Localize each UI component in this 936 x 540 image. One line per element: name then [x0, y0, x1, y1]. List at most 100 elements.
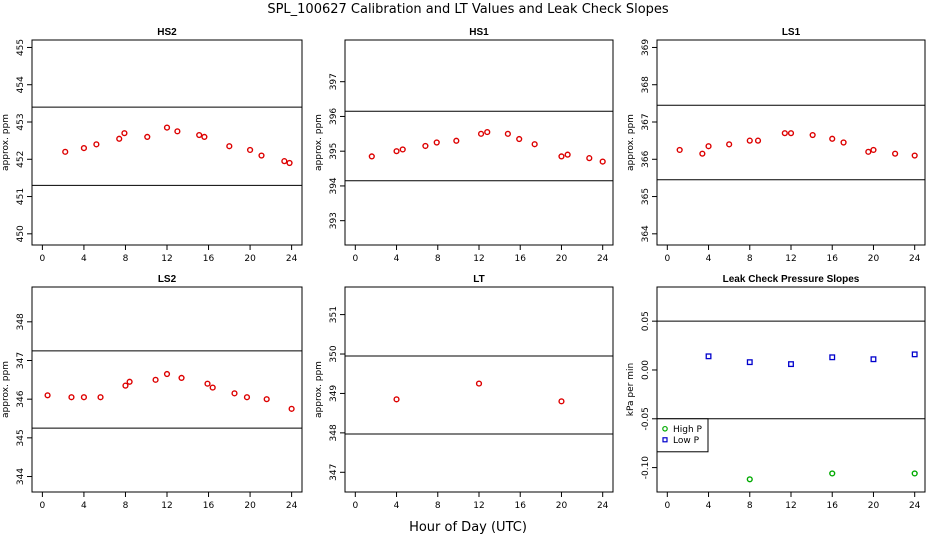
y-tick-label: 365 — [641, 188, 651, 205]
x-tick-label: 8 — [123, 254, 129, 264]
y-tick-label: 349 — [329, 385, 339, 402]
data-point — [558, 398, 565, 405]
x-tick-label: 16 — [827, 501, 839, 511]
data-point — [829, 135, 836, 142]
data-point — [477, 130, 485, 137]
y-axis-label: approx. ppm — [314, 114, 324, 171]
plot-frame — [344, 286, 614, 493]
data-point — [174, 128, 181, 135]
x-tick-label: 24 — [597, 254, 609, 264]
legend-marker — [662, 437, 668, 443]
y-tick-label: 451 — [16, 188, 26, 205]
y-tick-label: 393 — [329, 212, 339, 229]
data-point — [746, 476, 753, 483]
x-tick-label: 0 — [40, 501, 46, 511]
x-tick-label: 4 — [706, 501, 712, 511]
y-tick-label: 396 — [329, 108, 339, 125]
x-tick-label: 4 — [706, 254, 712, 264]
panel-4: LS2 0 4 8 12 16 20 24 344 345 346 347 348 approx. ppm — [1, 274, 303, 511]
data-point — [911, 351, 918, 358]
data-point — [393, 396, 400, 403]
x-tick-label: 12 — [161, 501, 172, 511]
y-tick-label: 351 — [329, 306, 339, 323]
data-point — [246, 146, 254, 154]
panel-title: LS1 — [782, 27, 801, 38]
panels-group: HS2 0 4 8 12 16 20 24 450 451 452 453 454 455 approx. … — [1, 27, 926, 511]
data-point — [787, 130, 795, 137]
y-tick-label: 395 — [329, 143, 339, 160]
x-tick-label: 20 — [556, 254, 568, 264]
data-point — [865, 148, 872, 155]
panel-6: Leak Check Pressure Slopes 0 4 8 12 16 20 24 -0.… — [626, 274, 926, 511]
data-point — [475, 380, 483, 387]
panel-title: LT — [473, 274, 484, 285]
x-tick-label: 4 — [394, 254, 400, 264]
x-tick-label: 20 — [868, 254, 880, 264]
y-tick-label: 350 — [329, 345, 339, 362]
data-point — [201, 133, 208, 141]
x-tick-label: 12 — [473, 501, 484, 511]
y-tick-label: 366 — [641, 150, 651, 167]
y-tick-label: 454 — [16, 76, 26, 93]
x-tick-label: 8 — [435, 254, 441, 264]
x-tick-label: 16 — [827, 254, 839, 264]
y-tick-label: 364 — [641, 225, 651, 242]
legend-label: High P — [673, 425, 703, 435]
panel-1: HS2 0 4 8 12 16 20 24 450 451 452 453 454 455 approx. … — [1, 27, 303, 264]
data-point — [726, 141, 733, 148]
panel-title: LS2 — [158, 274, 177, 285]
figure-title: SPL_100627 Calibration and LT Values and… — [267, 2, 669, 17]
data-point — [116, 135, 123, 142]
data-point — [705, 143, 712, 150]
data-point — [840, 139, 847, 146]
data-point — [504, 130, 511, 137]
data-point — [231, 390, 238, 397]
x-tick-label: 8 — [435, 501, 441, 511]
data-point — [178, 374, 185, 381]
x-tick-label: 16 — [203, 501, 215, 511]
plot-frame — [656, 286, 926, 493]
x-tick-label: 16 — [203, 254, 215, 264]
y-tick-label: 345 — [16, 429, 26, 446]
data-point — [870, 146, 877, 154]
data-point — [68, 394, 75, 401]
x-tick-label: 24 — [286, 254, 298, 264]
data-point — [144, 133, 151, 141]
data-point — [243, 394, 251, 401]
data-point — [286, 159, 293, 167]
x-tick-label: 0 — [352, 501, 358, 511]
x-tick-label: 20 — [556, 501, 568, 511]
data-point — [516, 135, 523, 143]
panel-2: HS1 0 4 8 12 16 20 24 393 394 395 396 397 approx. ppm — [314, 27, 614, 264]
x-tick-label: 12 — [161, 254, 172, 264]
data-point — [399, 146, 406, 153]
y-tick-label: 0.05 — [641, 311, 651, 331]
y-axis-label: approx. ppm — [1, 114, 11, 171]
y-tick-label: 455 — [16, 39, 26, 56]
y-tick-label: 344 — [16, 468, 26, 485]
y-axis-label: kPa per min — [626, 363, 636, 416]
data-point — [368, 153, 375, 160]
y-tick-label: -0.10 — [641, 456, 651, 480]
data-point — [97, 394, 104, 401]
plot-frame — [656, 39, 926, 246]
y-tick-label: 347 — [16, 352, 26, 369]
y-tick-label: 368 — [641, 76, 651, 93]
data-point — [204, 380, 211, 387]
x-tick-label: 4 — [81, 501, 87, 511]
x-tick-label: 24 — [597, 501, 609, 511]
x-tick-label: 24 — [286, 501, 298, 511]
data-point — [93, 141, 100, 148]
data-point — [754, 137, 762, 144]
x-tick-label: 12 — [785, 501, 796, 511]
x-tick-label: 8 — [747, 254, 753, 264]
y-tick-label: 369 — [641, 39, 651, 56]
x-tick-label: 4 — [394, 501, 400, 511]
data-point — [564, 151, 571, 158]
panel-3: LS1 0 4 8 12 16 20 24 364 365 366 367 368 369 approx. … — [626, 27, 926, 264]
data-point — [263, 396, 270, 403]
x-tick-label: 8 — [747, 501, 753, 511]
data-point — [433, 139, 440, 146]
data-point — [870, 356, 877, 363]
x-tick-label: 20 — [868, 501, 880, 511]
